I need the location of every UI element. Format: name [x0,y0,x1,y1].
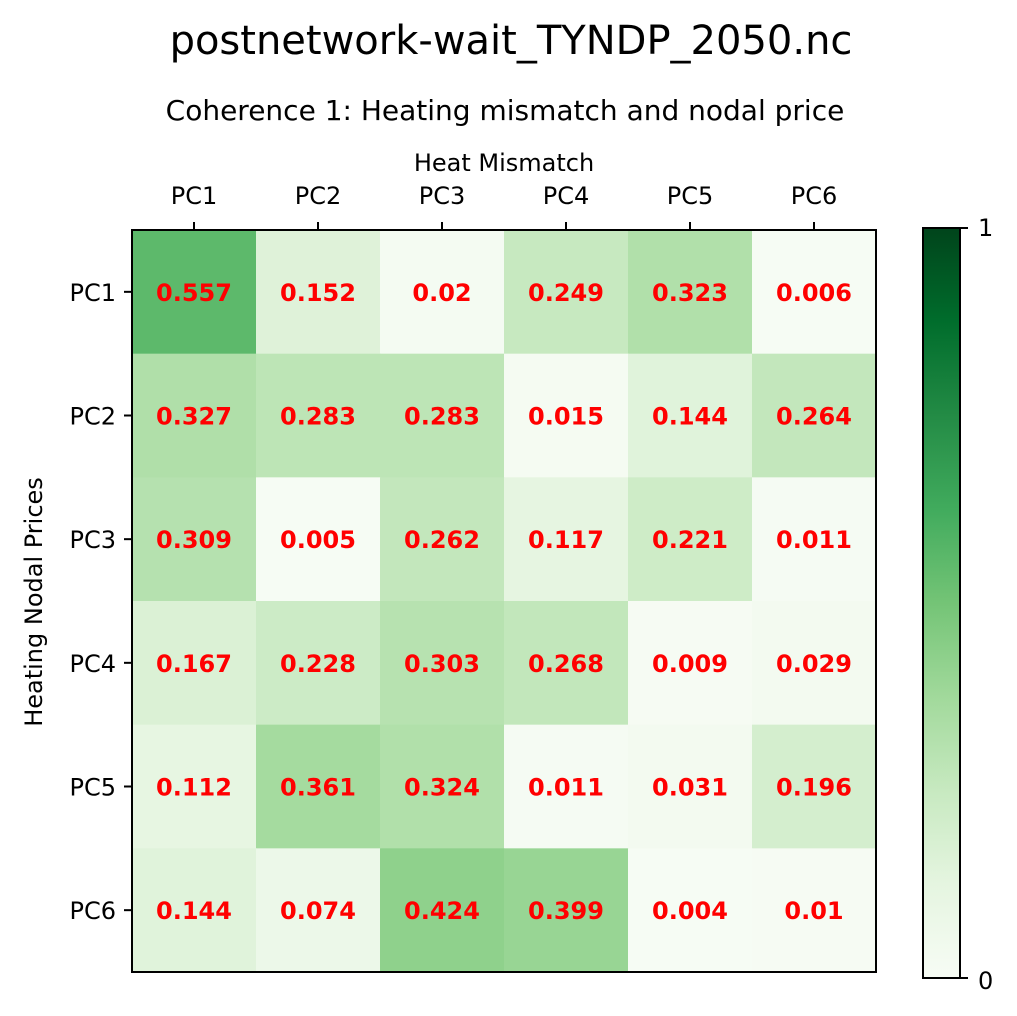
heatmap-cell-r1-c5 [628,230,753,355]
cell-value-label: 0.228 [280,650,356,678]
y-tick-label: PC2 [70,403,117,431]
heatmap-cell-r2-c5 [628,353,753,478]
heatmap-cell-r4-c2 [256,601,381,726]
heatmap-cell-r2-c1 [132,353,257,478]
cell-value-label: 0.268 [528,650,604,678]
cell-value-label: 0.399 [528,897,604,925]
colorbar-label-min: 0 [978,967,993,995]
cell-value-label: 0.323 [652,279,728,307]
figure-suptitle: postnetwork-wait_TYNDP_2050.nc [170,18,853,64]
heatmap-cell-r1-c1 [132,230,257,355]
heatmap-cell-r6-c3 [380,848,505,973]
heatmap-cell-r4-c1 [132,601,257,726]
heatmap-cell-r6-c2 [256,848,381,973]
y-tick-label: PC6 [70,897,117,925]
cell-value-label: 0.196 [776,774,852,802]
heatmap-cell-r3-c1 [132,477,257,602]
heatmap-cell-r2-c6 [752,353,877,478]
y-tick-label: PC5 [70,774,117,802]
x-tick-label: PC1 [171,182,218,210]
cell-value-label: 0.144 [652,403,728,431]
y-axis-label: Heating Nodal Prices [20,477,48,727]
cell-value-label: 0.074 [280,897,356,925]
heatmap-cell-r5-c4 [504,724,629,849]
heatmap-cell-r5-c3 [380,724,505,849]
cell-value-label: 0.011 [776,526,852,554]
x-tick-label: PC5 [667,182,714,210]
y-tick-label: PC4 [70,650,117,678]
y-tick-label: PC1 [70,279,117,307]
colorbar-label-max: 1 [978,214,993,242]
cell-value-label: 0.221 [652,526,728,554]
cell-value-label: 0.006 [776,279,852,307]
colorbar [922,227,961,979]
heatmap-cell-r4-c6 [752,601,877,726]
cell-value-label: 0.249 [528,279,604,307]
heatmap-cell-r5-c6 [752,724,877,849]
cell-value-label: 0.005 [280,526,356,554]
cell-value-label: 0.327 [156,403,232,431]
heatmap-cell-r1-c2 [256,230,381,355]
heatmap-cell-r2-c2 [256,353,381,478]
cell-value-label: 0.029 [776,650,852,678]
heatmap-cell-r6-c1 [132,848,257,973]
cell-value-label: 0.031 [652,774,728,802]
heatmap-cell-r6-c6 [752,848,877,973]
x-axis-ticks: PC1 PC2 PC3 PC4 PC5 PC6 [171,182,838,230]
cell-value-label: 0.283 [280,403,356,431]
x-axis-label: Heat Mismatch [414,149,594,177]
heatmap-cell-r2-c4 [504,353,629,478]
heatmap-cell-r3-c6 [752,477,877,602]
cell-value-label: 0.009 [652,650,728,678]
y-axis-ticks: PC1 PC2 PC3 PC4 PC5 PC6 [70,279,132,925]
cell-value-label: 0.309 [156,526,232,554]
cell-value-label: 0.01 [784,897,843,925]
heatmap-cell-r1-c6 [752,230,877,355]
heatmap-cells [132,230,877,973]
cell-value-label: 0.02 [412,279,471,307]
heatmap-cell-r3-c3 [380,477,505,602]
heatmap-cell-r3-c5 [628,477,753,602]
cell-value-label: 0.557 [156,279,232,307]
cell-value-label: 0.152 [280,279,356,307]
cell-value-label: 0.262 [404,526,480,554]
cell-value-label: 0.361 [280,774,356,802]
chart-title: Coherence 1: Heating mismatch and nodal … [166,94,845,127]
heatmap-cell-r5-c1 [132,724,257,849]
cell-value-label: 0.167 [156,650,232,678]
heatmap-cell-r5-c5 [628,724,753,849]
heatmap-cell-r6-c4 [504,848,629,973]
heatmap-cell-r5-c2 [256,724,381,849]
cell-value-label: 0.324 [404,774,480,802]
cell-value-label: 0.303 [404,650,480,678]
cell-value-label: 0.144 [156,897,232,925]
cell-value-label: 0.011 [528,774,604,802]
cell-value-label: 0.004 [652,897,728,925]
heatmap-cell-r2-c3 [380,353,505,478]
x-tick-label: PC6 [791,182,838,210]
heatmap-cell-r4-c5 [628,601,753,726]
cell-value-label: 0.015 [528,403,604,431]
cell-value-label: 0.283 [404,403,480,431]
heatmap-cell-r3-c4 [504,477,629,602]
cell-value-label: 0.424 [404,897,480,925]
heatmap-cell-r1-c3 [380,230,505,355]
heatmap-cell-r4-c3 [380,601,505,726]
heatmap-cell-r6-c5 [628,848,753,973]
cell-value-label: 0.112 [156,774,232,802]
x-tick-label: PC4 [543,182,590,210]
x-tick-label: PC2 [295,182,342,210]
heatmap-cell-labels: 0.557 0.152 0.02 0.249 0.323 0.006 0.327 0.283 0… [156,279,852,925]
x-tick-label: PC3 [419,182,466,210]
heatmap-cell-r1-c4 [504,230,629,355]
heatmap-cell-r3-c2 [256,477,381,602]
cell-value-label: 0.117 [528,526,604,554]
heatmap-cell-r4-c4 [504,601,629,726]
plot-frame [131,229,877,973]
y-tick-label: PC3 [70,526,117,554]
cell-value-label: 0.264 [776,403,852,431]
